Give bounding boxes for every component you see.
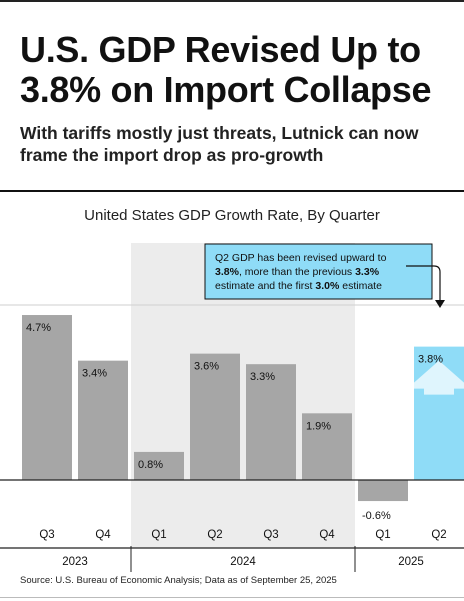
x-tick-label: Q2 [431, 529, 446, 541]
bar-value-label: 3.6% [194, 361, 219, 373]
top-rule [0, 0, 464, 2]
annotation-box [204, 243, 433, 300]
annotation-bold: 3.8% [215, 266, 240, 278]
source-note: Source: U.S. Bureau of Economic Analysis… [20, 575, 337, 586]
x-tick-label: Q4 [95, 529, 111, 541]
year-label: 2024 [230, 556, 256, 568]
bar [78, 360, 128, 480]
annotation-bold: 3.0% [315, 280, 340, 292]
x-tick-label: Q3 [263, 529, 278, 541]
x-tick-label: Q4 [319, 529, 335, 541]
bar-value-label: -0.6% [362, 510, 391, 522]
bar-value-label: 3.3% [250, 371, 275, 383]
bar-value-label: 1.9% [306, 420, 331, 432]
section-divider [0, 190, 464, 192]
subheadline: With tariffs mostly just threats, Lutnic… [20, 123, 419, 165]
bottom-rule [0, 597, 464, 598]
annotation-text: estimate [339, 280, 382, 292]
annotation-text: , more than the previous [239, 266, 355, 278]
headline: U.S. GDP Revised Up to 3.8% on Import Co… [20, 29, 432, 110]
annotation-line: 3.8%, more than the previous 3.3% [215, 266, 380, 278]
annotation-line: estimate and the first 3.0% estimate [215, 280, 382, 292]
bar-value-label: 0.8% [138, 459, 163, 471]
annotation-line: Q2 GDP has been revised upward to [215, 252, 387, 264]
x-tick-label: Q1 [151, 529, 166, 541]
bar [134, 451, 184, 480]
bar [302, 413, 352, 480]
x-tick-label: Q2 [207, 529, 222, 541]
x-tick-label: Q3 [39, 529, 54, 541]
x-tick-label: Q1 [375, 529, 390, 541]
annotation-text: estimate and the first [215, 280, 315, 292]
year-label: 2023 [62, 556, 88, 568]
bar-value-label: 4.7% [26, 322, 51, 334]
callout-connector [406, 265, 441, 300]
bar [22, 315, 72, 480]
annotation-bold: 3.3% [355, 266, 380, 278]
bar-value-label: 3.8% [418, 354, 443, 366]
up-arrow-icon [414, 360, 464, 395]
year-label: 2025 [398, 556, 424, 568]
bar [246, 364, 296, 480]
arrowhead-icon [435, 300, 445, 308]
chart-title: United States GDP Growth Rate, By Quarte… [84, 207, 380, 224]
bar-value-label: 3.4% [82, 368, 107, 380]
bar [190, 353, 240, 480]
bar [358, 480, 408, 502]
